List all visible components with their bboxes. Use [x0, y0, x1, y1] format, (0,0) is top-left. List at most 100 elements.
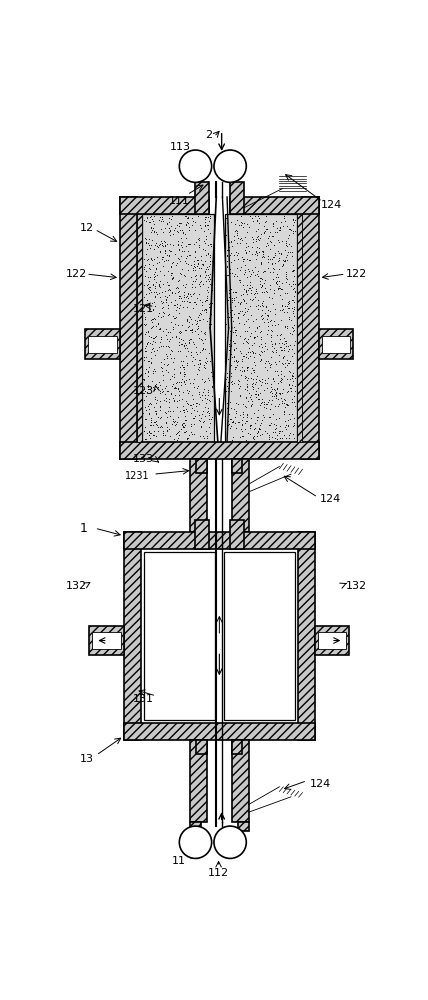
Point: [195, 378, 202, 394]
Point: [232, 322, 239, 338]
Point: [145, 328, 152, 344]
Point: [256, 353, 263, 369]
Point: [290, 345, 297, 361]
Point: [276, 219, 283, 235]
Point: [238, 259, 244, 275]
Point: [256, 232, 262, 248]
Point: [282, 392, 288, 408]
Point: [256, 230, 263, 246]
Point: [172, 328, 179, 344]
Point: [271, 386, 278, 402]
Point: [190, 349, 196, 365]
Point: [281, 391, 288, 407]
Point: [245, 243, 252, 259]
Point: [238, 421, 245, 437]
Point: [148, 414, 155, 430]
Point: [276, 280, 283, 296]
Point: [201, 218, 208, 234]
Point: [155, 423, 161, 439]
Point: [238, 208, 245, 224]
Point: [207, 266, 214, 282]
Point: [150, 399, 157, 415]
Point: [241, 281, 247, 297]
Point: [174, 273, 181, 289]
Point: [154, 308, 161, 324]
Point: [191, 408, 198, 424]
Point: [145, 379, 152, 395]
Point: [143, 343, 150, 359]
Point: [265, 318, 271, 334]
Point: [148, 220, 155, 236]
Point: [243, 334, 250, 350]
Point: [262, 400, 269, 416]
Point: [285, 311, 292, 327]
Point: [272, 388, 279, 404]
Point: [206, 208, 213, 224]
Point: [279, 355, 285, 371]
Point: [208, 368, 215, 384]
Point: [272, 417, 279, 433]
Point: [190, 236, 197, 252]
Point: [249, 376, 256, 392]
Point: [202, 395, 209, 411]
Point: [179, 277, 186, 293]
Point: [250, 329, 257, 345]
Point: [291, 294, 298, 310]
Point: [271, 245, 278, 261]
Point: [269, 343, 276, 359]
Point: [273, 387, 279, 403]
Point: [279, 256, 286, 272]
Point: [235, 245, 242, 261]
Point: [227, 418, 234, 434]
Point: [261, 394, 268, 410]
Point: [256, 346, 263, 362]
Point: [283, 238, 290, 254]
Point: [149, 373, 155, 389]
Point: [281, 319, 288, 335]
Point: [141, 212, 148, 228]
Point: [154, 380, 160, 396]
Point: [199, 384, 206, 400]
Point: [149, 417, 156, 433]
Bar: [190, 459, 207, 532]
Point: [141, 423, 148, 439]
Point: [230, 333, 237, 349]
Point: [144, 235, 151, 251]
Point: [190, 285, 197, 301]
Point: [237, 231, 244, 247]
Point: [283, 235, 290, 251]
Point: [186, 371, 193, 387]
Point: [228, 411, 235, 427]
Point: [196, 413, 203, 429]
Point: [284, 371, 291, 387]
Point: [232, 327, 239, 343]
Point: [172, 380, 179, 396]
Point: [185, 285, 192, 301]
Point: [261, 355, 268, 371]
Point: [224, 417, 231, 433]
Point: [202, 354, 208, 370]
Point: [166, 339, 172, 355]
Point: [175, 430, 181, 446]
Point: [151, 427, 158, 443]
Point: [172, 416, 179, 432]
Point: [290, 217, 297, 233]
Point: [156, 244, 163, 260]
Point: [271, 373, 278, 389]
Point: [155, 276, 162, 292]
Point: [168, 329, 175, 345]
Point: [258, 249, 265, 265]
Point: [253, 233, 259, 249]
Point: [291, 280, 297, 296]
Point: [226, 411, 233, 427]
Point: [181, 415, 187, 431]
Point: [227, 357, 234, 373]
Point: [270, 237, 277, 253]
Point: [189, 286, 196, 302]
Point: [225, 229, 232, 245]
Point: [288, 391, 295, 407]
Point: [203, 217, 210, 233]
Point: [243, 313, 250, 329]
Point: [240, 316, 247, 332]
Point: [182, 279, 189, 295]
